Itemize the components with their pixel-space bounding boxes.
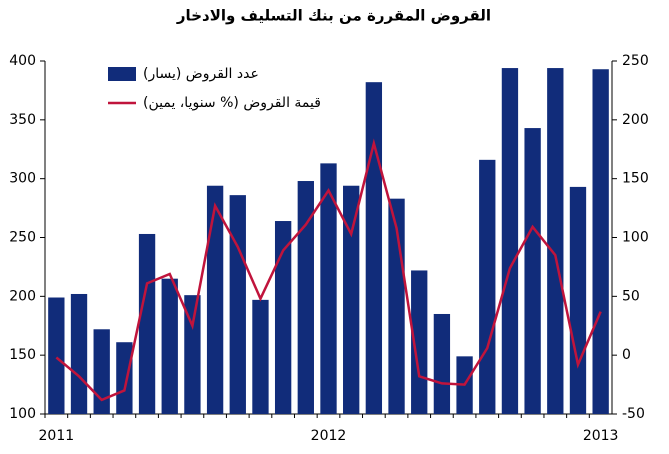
y-tick-label: 350 <box>9 112 36 128</box>
bar <box>297 181 314 414</box>
y-tick-label: 150 <box>9 347 36 363</box>
y2-tick-label: 50 <box>622 288 640 304</box>
y-tick-label: 250 <box>9 230 36 246</box>
bar <box>433 313 451 414</box>
bar <box>70 293 88 414</box>
y-tick-label: 200 <box>9 288 36 304</box>
y-tick-label: 100 <box>9 406 36 422</box>
x-tick-label: 2013 <box>583 428 619 444</box>
chart-title: القروض المقررة من بنك التسليف والادخار <box>176 7 491 25</box>
bar <box>547 68 564 414</box>
legend-label: قيمة القروض (% سنويا، يمين) <box>143 95 321 111</box>
bar <box>138 233 156 414</box>
legend-swatch <box>108 67 136 81</box>
bar <box>252 299 269 414</box>
bar <box>569 186 587 414</box>
bar <box>161 278 178 414</box>
bar <box>343 185 360 414</box>
bar <box>479 159 496 414</box>
bar <box>229 195 246 414</box>
bar <box>320 163 337 414</box>
y-tick-label: 300 <box>9 171 36 187</box>
y2-tick-label: 200 <box>622 112 649 128</box>
bar <box>501 68 519 414</box>
bar <box>116 342 133 414</box>
y2-tick-label: 150 <box>622 171 649 187</box>
bar <box>48 297 65 414</box>
y2-tick-label: 0 <box>622 347 631 363</box>
bar <box>206 185 224 414</box>
x-tick-label: 2011 <box>39 428 75 444</box>
bar <box>524 128 541 414</box>
bar <box>365 82 383 415</box>
bar <box>274 221 292 414</box>
y2-tick-label: -50 <box>622 406 645 422</box>
legend-label: عدد القروض (يسار) <box>143 66 259 82</box>
y2-tick-label: 100 <box>622 230 649 246</box>
bar <box>592 69 609 414</box>
line <box>55 138 602 402</box>
bar <box>184 295 201 414</box>
bar <box>93 329 110 414</box>
x-tick-label: 2012 <box>311 428 347 444</box>
y-tick-label: 400 <box>9 53 36 69</box>
y2-tick-label: 250 <box>622 53 649 69</box>
